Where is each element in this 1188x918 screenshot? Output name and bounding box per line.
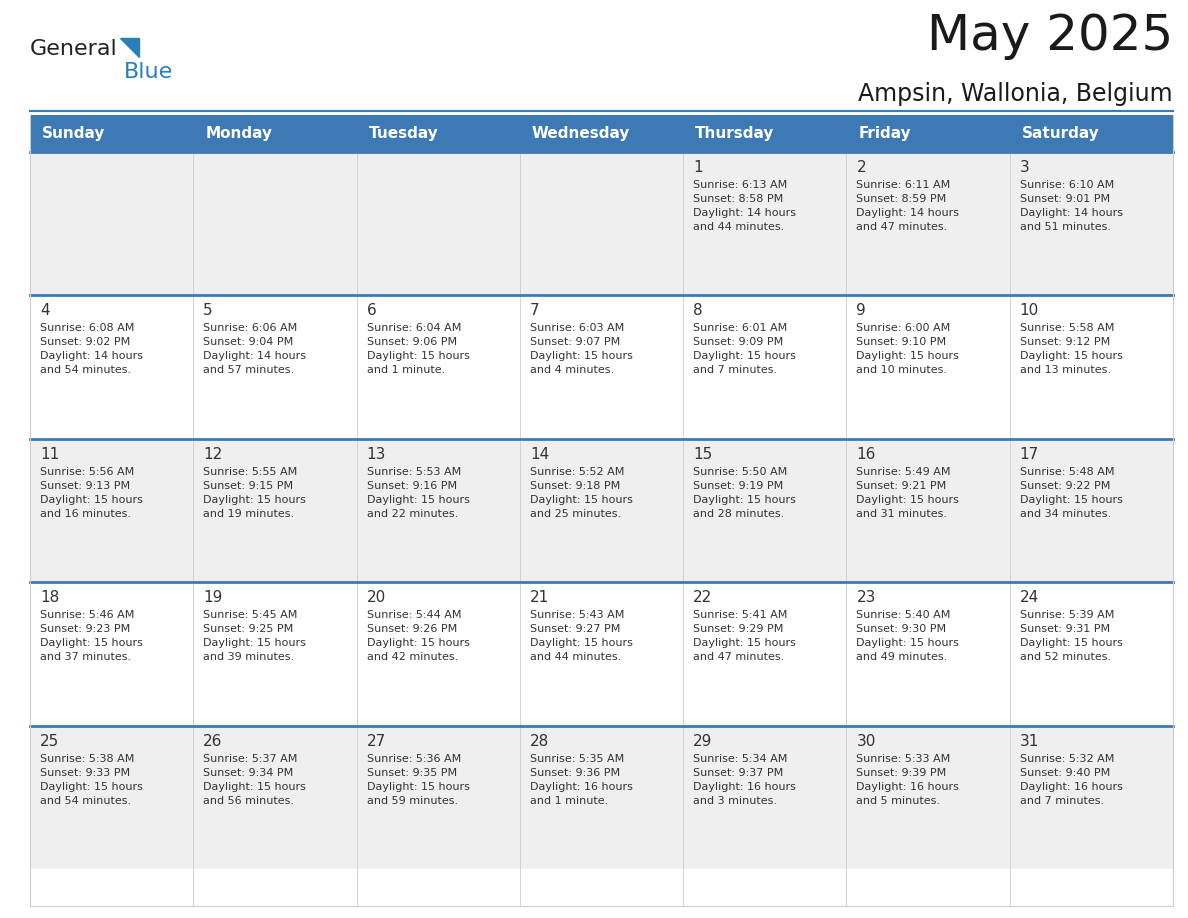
Polygon shape [120, 38, 139, 57]
Text: Sunrise: 5:35 AM
Sunset: 9:36 PM
Daylight: 16 hours
and 1 minute.: Sunrise: 5:35 AM Sunset: 9:36 PM Dayligh… [530, 754, 633, 806]
Text: Sunday: Sunday [42, 126, 106, 141]
Text: 27: 27 [367, 733, 386, 748]
Text: 6: 6 [367, 304, 377, 319]
Text: Sunrise: 6:13 AM
Sunset: 8:58 PM
Daylight: 14 hours
and 44 minutes.: Sunrise: 6:13 AM Sunset: 8:58 PM Dayligh… [693, 180, 796, 232]
Text: 3: 3 [1019, 160, 1030, 175]
Text: Sunrise: 5:45 AM
Sunset: 9:25 PM
Daylight: 15 hours
and 39 minutes.: Sunrise: 5:45 AM Sunset: 9:25 PM Dayligh… [203, 610, 307, 662]
Text: Sunrise: 5:41 AM
Sunset: 9:29 PM
Daylight: 15 hours
and 47 minutes.: Sunrise: 5:41 AM Sunset: 9:29 PM Dayligh… [693, 610, 796, 662]
Text: 7: 7 [530, 304, 539, 319]
Text: 30: 30 [857, 733, 876, 748]
Text: Sunrise: 5:44 AM
Sunset: 9:26 PM
Daylight: 15 hours
and 42 minutes.: Sunrise: 5:44 AM Sunset: 9:26 PM Dayligh… [367, 610, 469, 662]
Text: Sunrise: 5:52 AM
Sunset: 9:18 PM
Daylight: 15 hours
and 25 minutes.: Sunrise: 5:52 AM Sunset: 9:18 PM Dayligh… [530, 466, 633, 519]
Text: 5: 5 [203, 304, 213, 319]
Text: Sunrise: 5:53 AM
Sunset: 9:16 PM
Daylight: 15 hours
and 22 minutes.: Sunrise: 5:53 AM Sunset: 9:16 PM Dayligh… [367, 466, 469, 519]
Text: Sunrise: 6:08 AM
Sunset: 9:02 PM
Daylight: 14 hours
and 54 minutes.: Sunrise: 6:08 AM Sunset: 9:02 PM Dayligh… [40, 323, 143, 375]
Text: 24: 24 [1019, 590, 1040, 605]
Text: General: General [30, 39, 118, 59]
Text: 13: 13 [367, 447, 386, 462]
Text: Sunrise: 5:32 AM
Sunset: 9:40 PM
Daylight: 16 hours
and 7 minutes.: Sunrise: 5:32 AM Sunset: 9:40 PM Dayligh… [1019, 754, 1123, 806]
Text: Sunrise: 5:34 AM
Sunset: 9:37 PM
Daylight: 16 hours
and 3 minutes.: Sunrise: 5:34 AM Sunset: 9:37 PM Dayligh… [693, 754, 796, 806]
Text: Sunrise: 5:48 AM
Sunset: 9:22 PM
Daylight: 15 hours
and 34 minutes.: Sunrise: 5:48 AM Sunset: 9:22 PM Dayligh… [1019, 466, 1123, 519]
Text: Sunrise: 5:36 AM
Sunset: 9:35 PM
Daylight: 15 hours
and 59 minutes.: Sunrise: 5:36 AM Sunset: 9:35 PM Dayligh… [367, 754, 469, 806]
Text: 26: 26 [203, 733, 222, 748]
Text: Wednesday: Wednesday [532, 126, 630, 141]
Text: Sunrise: 5:49 AM
Sunset: 9:21 PM
Daylight: 15 hours
and 31 minutes.: Sunrise: 5:49 AM Sunset: 9:21 PM Dayligh… [857, 466, 959, 519]
Text: 10: 10 [1019, 304, 1040, 319]
Text: Sunrise: 5:40 AM
Sunset: 9:30 PM
Daylight: 15 hours
and 49 minutes.: Sunrise: 5:40 AM Sunset: 9:30 PM Dayligh… [857, 610, 959, 662]
Text: 29: 29 [693, 733, 713, 748]
Text: 12: 12 [203, 447, 222, 462]
Bar [30, 115, 1173, 152]
Text: 9: 9 [857, 304, 866, 319]
Text: 21: 21 [530, 590, 549, 605]
Text: Blue: Blue [124, 62, 173, 82]
Text: Sunrise: 5:37 AM
Sunset: 9:34 PM
Daylight: 15 hours
and 56 minutes.: Sunrise: 5:37 AM Sunset: 9:34 PM Dayligh… [203, 754, 307, 806]
Text: Tuesday: Tuesday [368, 126, 438, 141]
Text: Sunrise: 5:58 AM
Sunset: 9:12 PM
Daylight: 15 hours
and 13 minutes.: Sunrise: 5:58 AM Sunset: 9:12 PM Dayligh… [1019, 323, 1123, 375]
Text: 16: 16 [857, 447, 876, 462]
Text: Sunrise: 5:38 AM
Sunset: 9:33 PM
Daylight: 15 hours
and 54 minutes.: Sunrise: 5:38 AM Sunset: 9:33 PM Dayligh… [40, 754, 143, 806]
Text: Sunrise: 6:01 AM
Sunset: 9:09 PM
Daylight: 15 hours
and 7 minutes.: Sunrise: 6:01 AM Sunset: 9:09 PM Dayligh… [693, 323, 796, 375]
Text: 4: 4 [40, 304, 50, 319]
Text: Sunrise: 6:03 AM
Sunset: 9:07 PM
Daylight: 15 hours
and 4 minutes.: Sunrise: 6:03 AM Sunset: 9:07 PM Dayligh… [530, 323, 633, 375]
Bar [30, 152, 1173, 296]
Bar [30, 582, 1173, 725]
Text: 1: 1 [693, 160, 703, 175]
Text: 8: 8 [693, 304, 703, 319]
Text: Thursday: Thursday [695, 126, 775, 141]
Text: 20: 20 [367, 590, 386, 605]
Bar [30, 725, 1173, 869]
Text: 14: 14 [530, 447, 549, 462]
Text: 15: 15 [693, 447, 713, 462]
Text: Sunrise: 5:56 AM
Sunset: 9:13 PM
Daylight: 15 hours
and 16 minutes.: Sunrise: 5:56 AM Sunset: 9:13 PM Dayligh… [40, 466, 143, 519]
Text: 22: 22 [693, 590, 713, 605]
Text: 11: 11 [40, 447, 59, 462]
Text: Ampsin, Wallonia, Belgium: Ampsin, Wallonia, Belgium [859, 82, 1173, 106]
Bar [30, 296, 1173, 439]
Text: 2: 2 [857, 160, 866, 175]
Text: 19: 19 [203, 590, 222, 605]
Text: 23: 23 [857, 590, 876, 605]
Text: Saturday: Saturday [1022, 126, 1099, 141]
Text: Sunrise: 5:50 AM
Sunset: 9:19 PM
Daylight: 15 hours
and 28 minutes.: Sunrise: 5:50 AM Sunset: 9:19 PM Dayligh… [693, 466, 796, 519]
Text: Sunrise: 6:11 AM
Sunset: 8:59 PM
Daylight: 14 hours
and 47 minutes.: Sunrise: 6:11 AM Sunset: 8:59 PM Dayligh… [857, 180, 960, 232]
Text: 28: 28 [530, 733, 549, 748]
Text: Sunrise: 6:00 AM
Sunset: 9:10 PM
Daylight: 15 hours
and 10 minutes.: Sunrise: 6:00 AM Sunset: 9:10 PM Dayligh… [857, 323, 959, 375]
Text: Sunrise: 6:06 AM
Sunset: 9:04 PM
Daylight: 14 hours
and 57 minutes.: Sunrise: 6:06 AM Sunset: 9:04 PM Dayligh… [203, 323, 307, 375]
Bar [30, 439, 1173, 582]
Text: Sunrise: 6:04 AM
Sunset: 9:06 PM
Daylight: 15 hours
and 1 minute.: Sunrise: 6:04 AM Sunset: 9:06 PM Dayligh… [367, 323, 469, 375]
Text: Sunrise: 5:55 AM
Sunset: 9:15 PM
Daylight: 15 hours
and 19 minutes.: Sunrise: 5:55 AM Sunset: 9:15 PM Dayligh… [203, 466, 307, 519]
Text: Sunrise: 6:10 AM
Sunset: 9:01 PM
Daylight: 14 hours
and 51 minutes.: Sunrise: 6:10 AM Sunset: 9:01 PM Dayligh… [1019, 180, 1123, 232]
Text: Sunrise: 5:39 AM
Sunset: 9:31 PM
Daylight: 15 hours
and 52 minutes.: Sunrise: 5:39 AM Sunset: 9:31 PM Dayligh… [1019, 610, 1123, 662]
Text: 18: 18 [40, 590, 59, 605]
Text: Monday: Monday [206, 126, 272, 141]
Text: 17: 17 [1019, 447, 1040, 462]
Text: 31: 31 [1019, 733, 1040, 748]
Text: Friday: Friday [859, 126, 911, 141]
Text: Sunrise: 5:43 AM
Sunset: 9:27 PM
Daylight: 15 hours
and 44 minutes.: Sunrise: 5:43 AM Sunset: 9:27 PM Dayligh… [530, 610, 633, 662]
Text: 25: 25 [40, 733, 59, 748]
Text: Sunrise: 5:33 AM
Sunset: 9:39 PM
Daylight: 16 hours
and 5 minutes.: Sunrise: 5:33 AM Sunset: 9:39 PM Dayligh… [857, 754, 959, 806]
Text: May 2025: May 2025 [927, 12, 1173, 60]
Text: Sunrise: 5:46 AM
Sunset: 9:23 PM
Daylight: 15 hours
and 37 minutes.: Sunrise: 5:46 AM Sunset: 9:23 PM Dayligh… [40, 610, 143, 662]
